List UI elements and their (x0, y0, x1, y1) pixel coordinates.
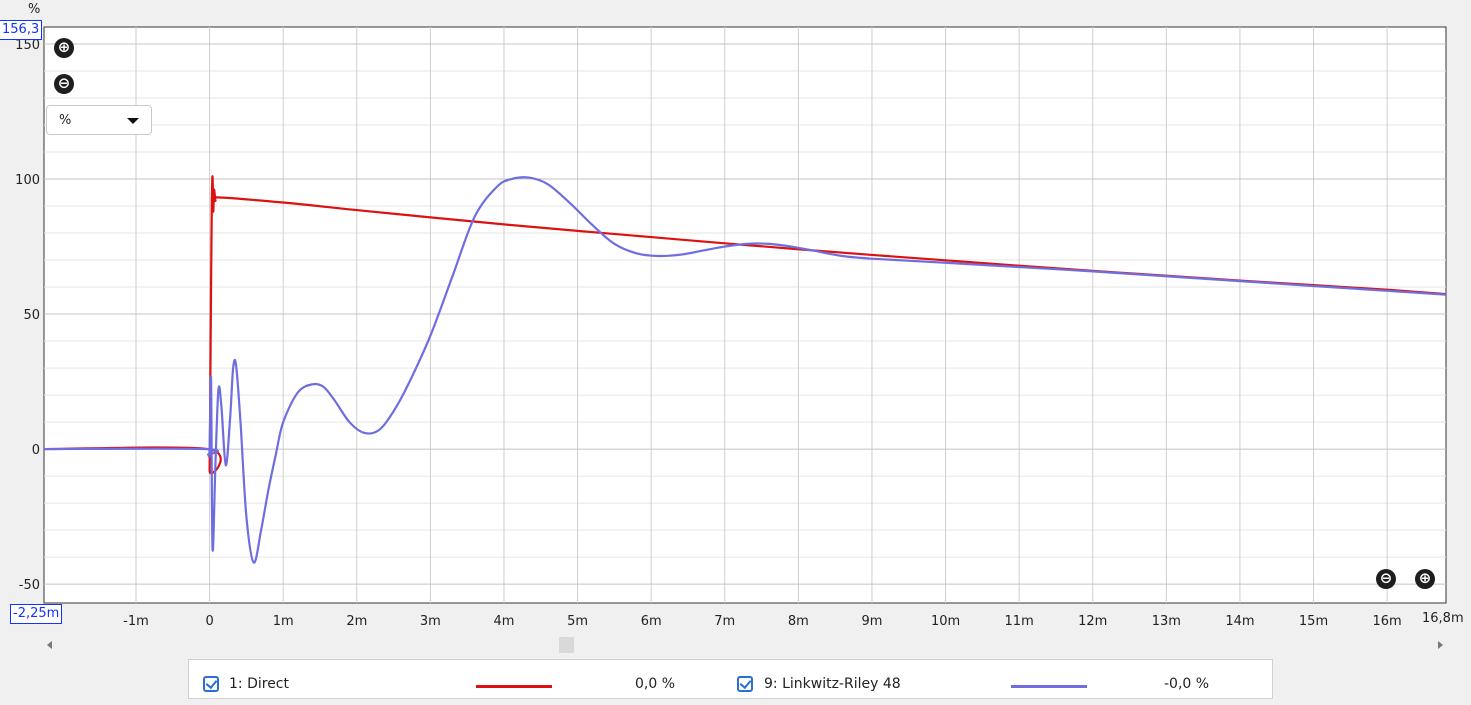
y-tick-label: 0 (32, 443, 40, 458)
chevron-down-icon (127, 118, 139, 124)
x-tick-label: 1m (273, 614, 294, 629)
x-tick-label: 13m (1152, 614, 1181, 629)
legend-value-linkwitz-riley: -0,0 % (1164, 676, 1210, 692)
x-tick-label: 9m (861, 614, 882, 629)
x-min-range-box[interactable]: -2,25m (10, 604, 63, 624)
x-tick-label: 6m (641, 614, 662, 629)
y-axis-unit-label: % (28, 2, 40, 17)
y-unit-select-value: % (59, 113, 72, 128)
y-tick-labels: -50 0 50 100 150 (15, 38, 40, 593)
legend-checkbox-direct[interactable] (203, 676, 219, 692)
major-grid (44, 27, 1446, 603)
y-tick-label: 50 (23, 308, 40, 323)
x-tick-label: 16m (1373, 614, 1402, 629)
x-tick-label: 5m (567, 614, 588, 629)
scroll-thumb[interactable] (559, 637, 574, 653)
x-tick-label: 14m (1225, 614, 1254, 629)
y-max-range-box[interactable]: 156,3 (0, 20, 43, 40)
minor-grid (44, 70, 1446, 558)
plot-area[interactable] (43, 26, 1447, 604)
y-tick-label: 150 (15, 38, 40, 53)
y-tick-label: -50 (19, 578, 40, 593)
y-zoom-in-button[interactable]: ⊕ (54, 38, 74, 58)
y-tick-label: 100 (15, 173, 40, 188)
legend-value-direct: 0,0 % (635, 676, 676, 692)
x-tick-label: 0 (205, 614, 213, 629)
x-tick-label: 11m (1005, 614, 1034, 629)
x-tick-label: 4m (494, 614, 515, 629)
x-tick-label: 15m (1299, 614, 1328, 629)
y-zoom-out-button[interactable]: ⊖ (54, 74, 74, 94)
y-unit-select[interactable]: % (46, 105, 152, 135)
legend-swatch-linkwitz-riley (1011, 685, 1087, 688)
x-tick-labels: -1m 0 1m 2m 3m 4m 5m 6m 7m 8m 9m 10m 11m 12m 13m 14m 15m… (123, 614, 1402, 629)
x-tick-label: -1m (123, 614, 149, 629)
x-tick-label: 8m (788, 614, 809, 629)
x-zoom-out-button[interactable]: ⊖ (1376, 569, 1396, 589)
x-max-range-label[interactable]: 16,8m (1422, 611, 1464, 626)
legend-label-linkwitz-riley: 9: Linkwitz-Riley 48 (764, 676, 901, 692)
x-tick-label: 12m (1078, 614, 1107, 629)
legend-swatch-direct (476, 685, 552, 688)
legend-checkbox-linkwitz-riley[interactable] (737, 676, 753, 692)
x-tick-label: 2m (346, 614, 367, 629)
scroll-left-icon[interactable] (47, 641, 52, 649)
horizontal-scrollbar[interactable] (44, 636, 1446, 654)
legend: 1: Direct 0,0 % 9: Linkwitz-Riley 48 -0,… (188, 659, 1273, 699)
legend-label-direct: 1: Direct (229, 676, 289, 692)
x-tick-label: 3m (420, 614, 441, 629)
series-group (43, 175, 1447, 564)
x-zoom-in-button[interactable]: ⊕ (1415, 569, 1435, 589)
x-tick-label: 7m (714, 614, 735, 629)
scroll-right-icon[interactable] (1438, 641, 1443, 649)
x-tick-label: 10m (931, 614, 960, 629)
series-line-linkwitz-riley (43, 176, 1447, 564)
